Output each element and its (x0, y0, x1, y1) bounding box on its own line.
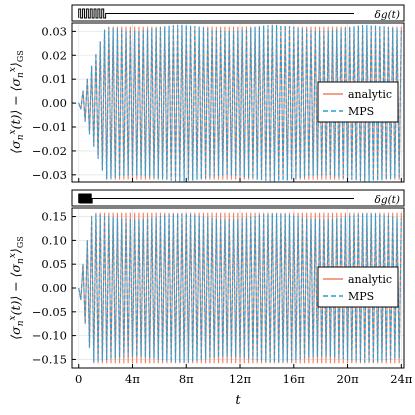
bottom-xticks: 0 4π 8π 12π 16π 20π 24π (75, 364, 413, 386)
bottom-legend-box (317, 266, 399, 308)
bottom-drive-label: δg(t) (375, 194, 400, 206)
y-tick-label: 0.03 (41, 24, 67, 38)
top-yticks: −0.03 −0.02 −0.01 0.00 0.01 0.02 0.03 (32, 24, 76, 182)
y-tick-label: −0.15 (32, 352, 67, 366)
y-tick-label: −0.03 (32, 168, 67, 182)
y-tick-label: −0.01 (32, 120, 67, 134)
bottom-series-mps (78, 213, 402, 363)
top-drive-strip: δg(t) (71, 4, 405, 22)
top-legend: analytic MPS (317, 81, 399, 123)
x-tick-label: 20π (336, 372, 359, 386)
top-plot-frame (71, 22, 405, 183)
y-tick-label: 0.01 (41, 72, 67, 86)
bottom-series-analytic (78, 212, 402, 364)
top-drive-signal (78, 8, 354, 19)
bottom-legend-analytic-label: analytic (348, 273, 392, 286)
y-tick-label: −0.02 (32, 144, 67, 158)
top-legend-analytic-label: analytic (348, 88, 392, 101)
x-tick-label: 0 (75, 372, 82, 386)
bottom-legend: analytic MPS (317, 266, 399, 308)
y-tick-label: 0.02 (41, 48, 67, 62)
x-tick-label: 12π (229, 372, 252, 386)
x-axis-label: t (235, 393, 241, 408)
series-line-mps (78, 213, 402, 363)
y-tick-label: 0.10 (41, 233, 67, 247)
top-drive-label: δg(t) (375, 9, 400, 21)
series-line-analytic (78, 212, 402, 364)
top-panel: −0.03 −0.02 −0.01 0.00 0.01 0.02 0.03 analytic… (8, 22, 405, 183)
top-legend-mps-label: MPS (348, 105, 374, 118)
y-tick-label: 0.05 (41, 257, 67, 271)
y-tick-label: 0.00 (41, 96, 67, 110)
x-tick-label: 4π (125, 372, 140, 386)
bottom-panel: −0.15 −0.10 −0.05 0.00 0.05 0.10 0.15 0 4π 8π 12π… (8, 207, 413, 408)
y-tick-label: −0.10 (32, 329, 67, 343)
x-tick-label: 24π (390, 372, 413, 386)
bottom-drive-strip: δg(t) (71, 189, 405, 207)
x-tick-label: 8π (179, 372, 194, 386)
y-tick-label: 0.00 (41, 281, 67, 295)
top-xticks (78, 178, 402, 182)
bottom-drive-signal (78, 193, 354, 204)
y-tick-label: −0.05 (32, 305, 67, 319)
top-legend-box (317, 81, 399, 123)
y-tick-label: 0.15 (41, 210, 67, 224)
bottom-legend-mps-label: MPS (348, 290, 374, 303)
top-y-axis-label: ⟨σnx(t)⟩ − ⟨σnx⟩GS (8, 50, 26, 153)
x-tick-label: 16π (283, 372, 306, 386)
bottom-yticks: −0.15 −0.10 −0.05 0.00 0.05 0.10 0.15 (32, 210, 76, 366)
bottom-y-axis-label: ⟨σnx(t)⟩ − ⟨σnx⟩GS (8, 236, 26, 339)
